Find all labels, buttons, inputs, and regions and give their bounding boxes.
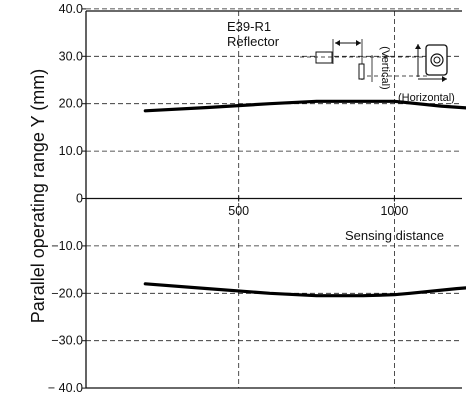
axes [82,8,462,389]
front-horizontal-arrowhead [442,76,447,82]
y-tick-label: 10.0 [59,144,83,158]
y-tick-label: 30.0 [59,49,83,63]
y-tick-label: 0 [76,192,83,206]
y-tick-label: − 40.0 [48,381,83,394]
setup-inset-diagram: (Vertical) (Horizontal) [300,39,455,104]
x-tick-label: 1000 [380,204,408,218]
y-tick-label: −20.0 [51,286,83,300]
sensor-icon [315,51,333,64]
horizontal-label: (Horizontal) [398,92,455,104]
y-axis-label: Parallel operating range Y (mm) [28,69,48,323]
y-tick-label: −30.0 [51,334,83,348]
y-tick-label: 40.0 [59,2,83,16]
reflector-icon [358,63,365,80]
reflector-front-outer [430,53,444,67]
x-tick-label: 500 [228,204,249,218]
reflector-model-label: E39-R1 [227,19,271,34]
reflector-label: Reflector [227,34,280,49]
front-vertical-arrowhead [415,44,421,49]
vertical-label: (Vertical) [379,46,391,89]
sensing-distance-label: Sensing distance [345,228,444,243]
tick-labels: 40.0 30.0 20.0 10.0 0 −10.0 −20.0 −30.0 − 40.0 50… [48,2,408,394]
y-tick-label: −10.0 [51,239,83,253]
reflector-front-view-icon [425,44,448,76]
y-tick-label: 20.0 [59,97,83,111]
operating-range-curve [143,99,466,298]
reflector-front-inner [433,56,441,64]
series-group [143,99,466,298]
